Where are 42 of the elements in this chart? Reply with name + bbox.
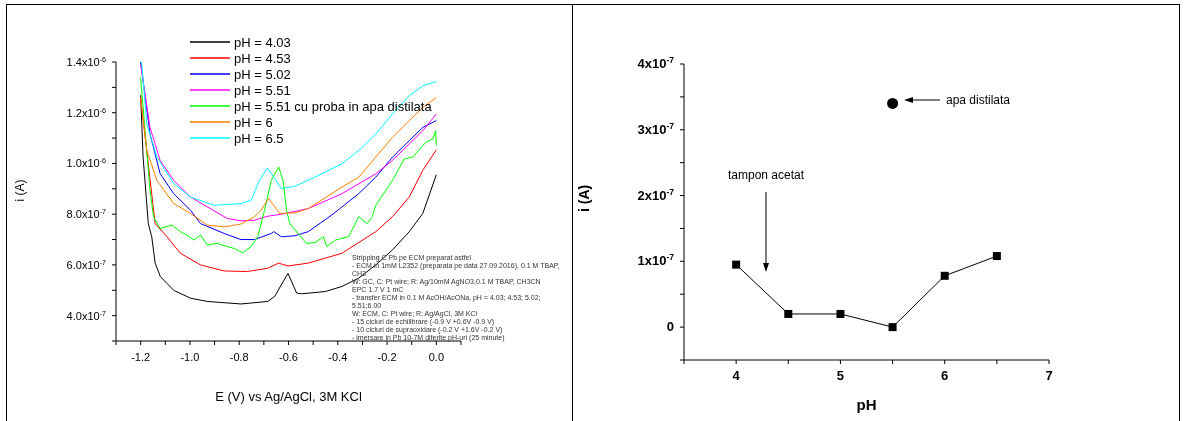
- point: [784, 309, 793, 318]
- y-tick-label: 2x10$^{-7}$: [637, 186, 675, 203]
- y-axis-title: i (A): [13, 179, 28, 202]
- x-tick-label: 6: [941, 368, 949, 383]
- point: [888, 323, 897, 332]
- legend-label: pH = 6: [234, 114, 273, 130]
- point: [992, 252, 1001, 261]
- y-tick-label: 4.0x10$^{-7}$: [66, 309, 107, 322]
- x-tick-label: -0.6: [279, 351, 298, 363]
- y-tick-label: 0: [666, 319, 674, 335]
- y-tick-label: 1x10$^{-7}$: [637, 252, 675, 269]
- point: [732, 260, 741, 269]
- x-axis-title: pH: [856, 396, 877, 413]
- x-tick-label: 7: [1045, 368, 1053, 383]
- point: [887, 97, 899, 109]
- x-tick-label: 4: [732, 368, 741, 383]
- x-tick-label: -0.4: [328, 351, 348, 363]
- x-tick-label: -1.2: [131, 351, 151, 363]
- y-tick-label: 1.2x10$^{-6}$: [66, 106, 107, 119]
- line-series: [140, 97, 437, 228]
- x-tick-label: -0.8: [229, 351, 249, 363]
- y-tick-label: 4x10$^{-7}$: [637, 55, 675, 71]
- y-tick-label: 1.0x10$^{-6}$: [66, 157, 107, 170]
- y-axis-title: i (A): [575, 184, 592, 212]
- annotation: apa distilata: [946, 93, 1011, 107]
- y-tick-label: 1.4x10$^{-6}$: [66, 56, 107, 68]
- x-tick-label: -0.2: [377, 351, 397, 363]
- point: [836, 309, 845, 318]
- legend-label: pH = 5.51: [234, 82, 291, 98]
- legend-label: pH = 6.5: [234, 130, 284, 146]
- legend-label: pH = 5.02: [234, 66, 291, 82]
- y-tick-label: 6.0x10$^{-7}$: [66, 258, 107, 271]
- x-tick-label: 0.0: [428, 351, 445, 363]
- x-tick-label: -1.0: [180, 351, 200, 363]
- x-axis-title: E (V) vs Ag/AgCl, 3M KCl: [215, 389, 362, 404]
- y-tick-label: 8.0x10$^{-7}$: [66, 208, 107, 221]
- legend-label: pH = 4.03: [234, 34, 291, 50]
- point: [940, 271, 949, 280]
- x-tick-label: 5: [836, 368, 845, 383]
- annotation: tampon acetat: [726, 168, 806, 182]
- legend-label: pH = 4.53: [234, 50, 291, 66]
- y-tick-label: 3x10$^{-7}$: [637, 120, 675, 137]
